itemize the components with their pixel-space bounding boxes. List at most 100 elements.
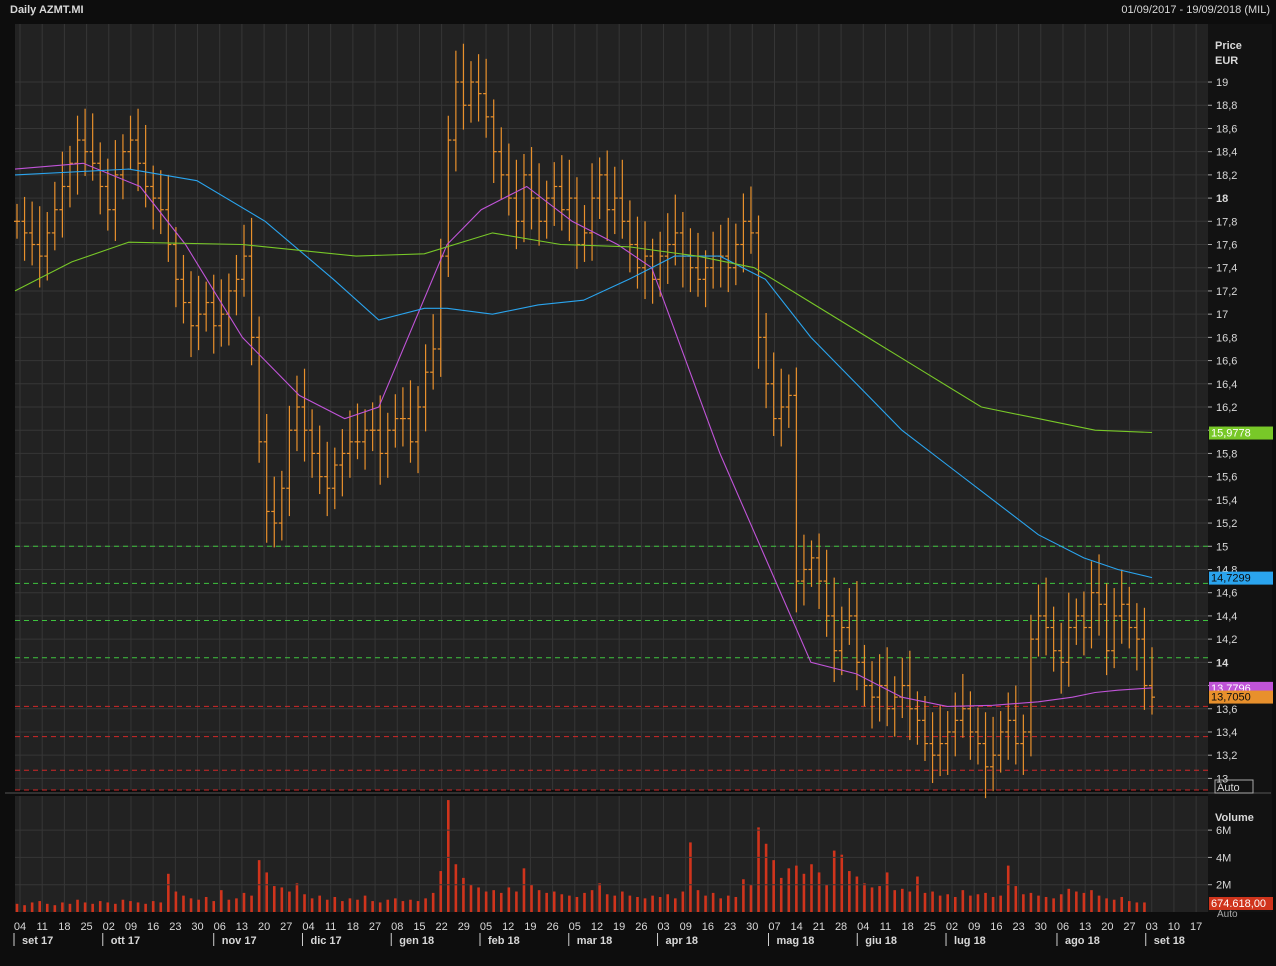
volume-bar (15, 903, 19, 912)
volume-bar (454, 864, 458, 912)
volume-bar (969, 895, 972, 912)
x-tick-label: 11 (36, 921, 47, 933)
x-tick-label: 03 (657, 921, 669, 933)
volume-bar (280, 887, 284, 912)
volume-bar (863, 883, 866, 912)
volume-bar (136, 902, 140, 912)
volume-panel (15, 796, 1208, 912)
volume-bar (295, 883, 299, 912)
volume-bar (416, 901, 420, 912)
volume-bar (447, 800, 450, 912)
volume-bar (1128, 901, 1131, 912)
volume-bar (507, 887, 511, 912)
moving-average-line (14, 232, 1153, 434)
x-tick-label: 23 (724, 921, 736, 933)
x-tick-label: 13 (1079, 921, 1091, 933)
x-tick-label: 15 (413, 921, 425, 933)
y-tick-label: 16,2 (1216, 402, 1237, 414)
y-tick-label: 13 (1216, 773, 1228, 785)
volume-bar (462, 877, 465, 912)
last-price-tag-label: 13,7050 (1211, 692, 1251, 704)
volume-bar (961, 890, 965, 912)
volume-bar (1090, 890, 1093, 912)
volume-bar (515, 891, 518, 912)
y-tick-label: 18,6 (1216, 123, 1237, 135)
x-month-label: apr 18 (666, 935, 698, 947)
volume-bar (348, 898, 352, 912)
y-tick-label: 16,4 (1216, 379, 1237, 391)
y-tick-label: 18 (1216, 193, 1228, 205)
volume-bar (916, 876, 919, 912)
volume-bar (825, 884, 828, 912)
x-tick-label: 02 (103, 921, 115, 933)
x-tick-label: 09 (680, 921, 692, 933)
x-tick-label: 19 (613, 921, 625, 933)
volume-bar (250, 895, 253, 912)
y-tick-label: 15 (1216, 541, 1228, 553)
y-tick-label: 14,4 (1216, 611, 1237, 623)
x-tick-label: 26 (546, 921, 558, 933)
x-month-label: gen 18 (399, 935, 434, 947)
y-tick-label: 14 (1216, 657, 1229, 669)
x-month-label: giu 18 (865, 935, 897, 947)
y-tick-label: 19 (1216, 77, 1228, 89)
x-tick-label: 02 (946, 921, 958, 933)
volume-bar (61, 902, 64, 912)
x-tick-label: 27 (280, 921, 292, 933)
volume-bar (38, 901, 41, 912)
volume-bar (1075, 891, 1078, 912)
volume-bar (931, 891, 934, 912)
x-month-label: dic 17 (310, 935, 341, 947)
volume-bar (409, 899, 412, 912)
volume-bar (590, 890, 594, 912)
volume-bar (204, 896, 208, 912)
volume-bar (227, 899, 231, 912)
volume-bar (98, 901, 102, 912)
x-month-label: set 18 (1154, 935, 1185, 947)
volume-bar (1135, 902, 1139, 912)
volume-bar (272, 886, 276, 912)
x-month-label: nov 17 (222, 935, 257, 947)
volume-bar (848, 871, 851, 912)
volume-bar (795, 865, 798, 912)
x-tick-label: 21 (813, 921, 825, 933)
volume-bar (734, 896, 738, 912)
volume-bar (696, 890, 700, 912)
axis-panel (1208, 24, 1272, 912)
volume-bar (356, 899, 359, 912)
volume-bar (726, 895, 730, 912)
volume-bar (704, 895, 707, 912)
x-tick-label: 16 (702, 921, 714, 933)
volume-bar (1006, 865, 1010, 912)
volume-bar (386, 899, 390, 912)
volume-bar (621, 891, 624, 912)
y-tick-label: 16,6 (1216, 356, 1237, 368)
x-tick-label: 16 (990, 921, 1002, 933)
x-tick-label: 03 (1146, 921, 1158, 933)
volume-bar (628, 895, 632, 912)
volume-y-tick-label: 4M (1216, 852, 1231, 864)
volume-bar (1082, 892, 1086, 912)
x-tick-label: 05 (480, 921, 492, 933)
y-tick-label: 15,2 (1216, 518, 1237, 530)
x-tick-label: 04 (14, 921, 26, 933)
chart-title: Daily AZMT.MI (10, 4, 84, 16)
volume-bar (303, 894, 306, 912)
volume-bar (106, 902, 110, 912)
volume-bar (1112, 899, 1116, 912)
y-tick-label: 18,2 (1216, 170, 1237, 182)
date-range: 01/09/2017 - 19/09/2018 (MIL) (1121, 4, 1270, 16)
volume-bar (636, 896, 639, 912)
volume-bar (378, 902, 382, 912)
y-tick-label: 18,4 (1216, 147, 1237, 159)
volume-bar (598, 883, 601, 912)
volume-bar (976, 894, 980, 912)
volume-bar (325, 899, 329, 912)
volume-bar (908, 891, 912, 912)
x-tick-label: 13 (236, 921, 248, 933)
x-tick-label: 29 (458, 921, 470, 933)
volume-bar (53, 905, 57, 912)
volume-bar (23, 905, 26, 912)
y-tick-label: 13,6 (1216, 704, 1237, 716)
